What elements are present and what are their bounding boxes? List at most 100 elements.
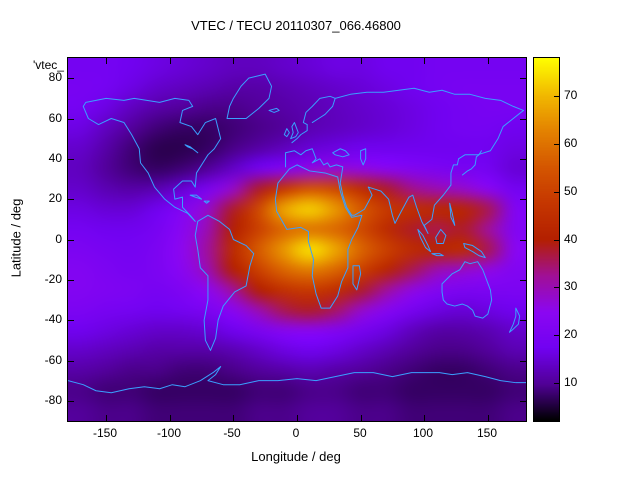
coastline-black-sea — [333, 149, 350, 157]
tick-mark — [68, 78, 74, 79]
tick-mark — [106, 58, 107, 64]
y-tick-label: 40 — [48, 151, 62, 165]
tick-mark — [233, 58, 234, 64]
coastline-europe-north — [292, 96, 335, 142]
y-tick-label: 0 — [55, 232, 62, 246]
key-label: 'vtec_ — [33, 58, 64, 72]
x-tick-label: -100 — [156, 426, 182, 440]
tick-mark — [68, 240, 74, 241]
coastline-greenland — [227, 74, 272, 118]
tick-mark — [68, 361, 74, 362]
x-tick-label: 50 — [353, 426, 367, 440]
coastline-great-lakes — [185, 145, 198, 153]
colorbar-tick-label: 70 — [564, 88, 578, 102]
colorbar-tick-mark — [554, 144, 559, 145]
coastline-north-america — [83, 98, 220, 221]
tick-mark — [233, 415, 234, 421]
tick-mark — [361, 58, 362, 64]
colorbar-tick-mark — [554, 96, 559, 97]
tick-mark — [68, 199, 74, 200]
colorbar-tick-label: 60 — [564, 136, 578, 150]
tick-mark — [520, 320, 526, 321]
x-axis-label: Longitude / deg — [251, 449, 341, 464]
y-tick-label: -40 — [44, 312, 62, 326]
tick-mark — [297, 58, 298, 64]
colorbar — [533, 57, 560, 422]
coastline-sumatra — [418, 229, 431, 251]
tick-mark — [520, 361, 526, 362]
tick-mark — [170, 415, 171, 421]
tick-mark — [170, 58, 171, 64]
colorbar-tick-mark — [554, 240, 559, 241]
tick-mark — [520, 159, 526, 160]
x-tick-labels: -150 -100 -50 0 50 100 150 — [67, 426, 525, 442]
plot-title: VTEC / TECU 20110307_066.46800 — [191, 18, 401, 33]
coastline-iceland — [269, 108, 279, 112]
tick-mark — [68, 119, 74, 120]
coastline-cuba — [190, 195, 201, 199]
heatmap-canvas — [68, 58, 526, 421]
colorbar-tick-mark — [554, 383, 559, 384]
x-tick-label: -50 — [223, 426, 241, 440]
tick-mark — [68, 320, 74, 321]
colorbar-tick-label: 20 — [564, 327, 578, 341]
coastline-new-zealand — [509, 308, 519, 332]
colorbar-tick-mark — [554, 335, 559, 336]
y-tick-label: 20 — [48, 191, 62, 205]
tick-mark — [297, 415, 298, 421]
colorbar-tick-label: 30 — [564, 279, 578, 293]
y-axis-label: Latitude / deg — [8, 198, 24, 278]
coastline-borneo — [436, 229, 446, 243]
y-tick-label: 80 — [48, 70, 62, 84]
tick-mark — [520, 240, 526, 241]
coastline-australia — [442, 262, 492, 318]
tick-mark — [520, 199, 526, 200]
coastline-asia-north — [335, 88, 523, 110]
colorbar-tick-label: 10 — [564, 375, 578, 389]
tick-mark — [68, 280, 74, 281]
coastline-philippines — [450, 203, 455, 225]
tick-mark — [68, 159, 74, 160]
colorbar-tick-label: 50 — [564, 184, 578, 198]
tick-mark — [520, 280, 526, 281]
y-tick-label: -20 — [44, 272, 62, 286]
y-tick-label: -60 — [44, 353, 62, 367]
tick-mark — [520, 78, 526, 79]
coastline-south-america — [195, 215, 254, 350]
tick-mark — [488, 415, 489, 421]
coastline-madagascar — [353, 266, 361, 290]
coastline-overlay — [68, 58, 526, 421]
coastline-europe-mediterranean — [286, 149, 343, 175]
coastline-britain — [291, 123, 299, 139]
coastline-hispaniola — [204, 201, 209, 203]
y-tick-label: -80 — [44, 393, 62, 407]
coastline-new-guinea — [464, 244, 486, 258]
tick-mark — [520, 401, 526, 402]
tick-mark — [106, 415, 107, 421]
coastline-antarctica — [68, 367, 526, 393]
coastline-caspian-sea — [361, 149, 366, 165]
colorbar-tick-mark — [554, 192, 559, 193]
tick-mark — [424, 415, 425, 421]
colorbar-tick-label: 40 — [564, 232, 578, 246]
coastline-asia-east-south — [340, 110, 523, 233]
tick-mark — [361, 415, 362, 421]
colorbar-gradient-canvas — [534, 58, 559, 421]
colorbar-tick-labels: 10 20 30 40 50 60 70 — [564, 57, 598, 420]
y-tick-label: 60 — [48, 111, 62, 125]
coastline-ireland — [284, 129, 289, 137]
plot-area — [67, 57, 527, 422]
x-tick-label: 100 — [412, 426, 434, 440]
coastline-africa — [275, 165, 362, 308]
y-tick-labels: -80 -60 -40 -20 0 20 40 60 80 — [30, 57, 62, 420]
x-tick-label: 150 — [476, 426, 498, 440]
tick-mark — [520, 119, 526, 120]
coastline-japan — [462, 151, 481, 175]
coastline-java — [432, 254, 443, 256]
x-tick-label: 0 — [292, 426, 300, 440]
tick-mark — [68, 401, 74, 402]
tick-mark — [488, 58, 489, 64]
colorbar-tick-mark — [554, 287, 559, 288]
tick-mark — [424, 58, 425, 64]
